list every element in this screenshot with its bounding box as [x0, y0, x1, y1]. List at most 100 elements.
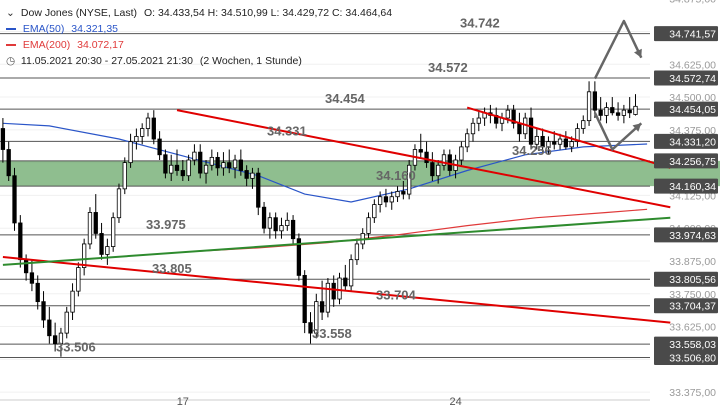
- candle: [581, 115, 586, 134]
- candle: [82, 238, 87, 276]
- candle: [331, 275, 336, 307]
- arrows: [593, 19, 643, 151]
- candle-body: [325, 282, 331, 313]
- y-level-badge-text: 34.160,34: [669, 181, 716, 193]
- y-level-badge: 34.741,57: [654, 26, 718, 42]
- candle: [377, 191, 383, 213]
- candle-body: [319, 301, 325, 313]
- candle-body: [528, 117, 534, 145]
- candle-body: [575, 128, 580, 143]
- candle-body: [64, 311, 69, 334]
- candle-body: [592, 91, 598, 111]
- candle-body: [29, 272, 35, 284]
- candle: [615, 102, 621, 121]
- candle-body: [534, 135, 539, 145]
- legend-ema200: EMA(200) 34.072,17: [6, 39, 124, 52]
- candle-body: [140, 128, 145, 137]
- candle: [314, 293, 319, 339]
- y-level-badge-text: 34.572,74: [669, 73, 716, 85]
- candle: [621, 104, 627, 124]
- candle-body: [511, 109, 516, 124]
- chevron-down-icon[interactable]: ⌄: [6, 7, 15, 19]
- candle-body: [41, 301, 46, 321]
- candle: [273, 212, 278, 239]
- ema50-line: [2, 122, 648, 203]
- candle: [296, 233, 302, 281]
- candle: [157, 131, 162, 160]
- candle-body: [174, 164, 180, 171]
- candle: [430, 152, 435, 181]
- arrow-line: [593, 19, 643, 80]
- candle: [174, 149, 180, 176]
- candle-body: [82, 243, 87, 268]
- candle: [354, 238, 360, 265]
- x-tick-label: 17: [177, 396, 189, 408]
- candle: [383, 188, 389, 208]
- candle: [238, 149, 243, 176]
- arrow-line: [593, 112, 643, 151]
- candle-body: [366, 217, 371, 234]
- y-level-badge-bg: [654, 271, 718, 287]
- y-level-badge-bg: [654, 350, 718, 366]
- candle-body: [395, 191, 400, 198]
- candle-body: [314, 301, 319, 334]
- ema50-swatch: [6, 28, 16, 31]
- candle-body: [111, 217, 116, 247]
- y-level-badge-bg: [654, 70, 718, 86]
- arrow-head: [632, 123, 642, 132]
- candle-body: [18, 222, 23, 261]
- candle: [87, 207, 93, 250]
- candle-body: [105, 246, 110, 255]
- level-label: 33.975: [146, 217, 186, 232]
- y-tick-label: 33.375,00: [669, 387, 716, 399]
- candle-body: [198, 151, 203, 174]
- candle: [482, 107, 487, 126]
- candle-body: [552, 141, 557, 145]
- candle: [180, 160, 185, 181]
- candle: [441, 149, 447, 171]
- candle: [459, 141, 464, 166]
- date-range: ◷ 11.05.2021 20:30 - 27.05.2021 21:30 (2…: [6, 55, 302, 68]
- level-label: 34.331: [267, 123, 307, 138]
- range-text: 11.05.2021 20:30 - 27.05.2021 21:30: [20, 55, 193, 67]
- candle: [163, 149, 168, 179]
- candle-body: [331, 282, 336, 300]
- candle: [290, 215, 296, 244]
- candle-body: [470, 122, 476, 135]
- legend-ema50: EMA(50) 34.321,35: [6, 23, 118, 36]
- candle: [633, 94, 638, 116]
- y-level-badge: 33.558,03: [654, 336, 718, 352]
- candle: [436, 160, 441, 184]
- candle: [6, 141, 11, 181]
- y-level-badge: 34.256,75: [654, 153, 718, 169]
- candle: [557, 133, 563, 150]
- y-level-badge: 33.974,63: [654, 227, 718, 243]
- candle-body: [337, 277, 342, 300]
- candle-body: [621, 109, 627, 116]
- candles: [0, 81, 638, 357]
- candle: [302, 270, 307, 334]
- candle-body: [52, 335, 58, 345]
- candle-body: [459, 146, 464, 161]
- y-level-badge-text: 34.256,75: [669, 156, 716, 168]
- candle: [145, 112, 151, 137]
- candle-body: [250, 172, 255, 179]
- candle: [279, 217, 284, 239]
- support-zone-rect: [0, 160, 720, 187]
- candle-body: [134, 135, 139, 143]
- candle-body: [308, 322, 313, 334]
- candle: [470, 118, 476, 142]
- candle: [209, 149, 214, 171]
- candle-body: [232, 159, 238, 169]
- candle: [70, 283, 75, 320]
- grid: [0, 30, 650, 393]
- candle-body: [465, 133, 470, 148]
- level-label: 34.742: [460, 16, 500, 31]
- level-label: 33.506: [56, 340, 96, 355]
- candle-body: [47, 319, 52, 337]
- candle: [424, 141, 429, 168]
- candle-body: [581, 120, 586, 129]
- candle: [256, 167, 261, 216]
- y-tick-label: 34.500,00: [669, 92, 716, 104]
- candle: [604, 102, 609, 124]
